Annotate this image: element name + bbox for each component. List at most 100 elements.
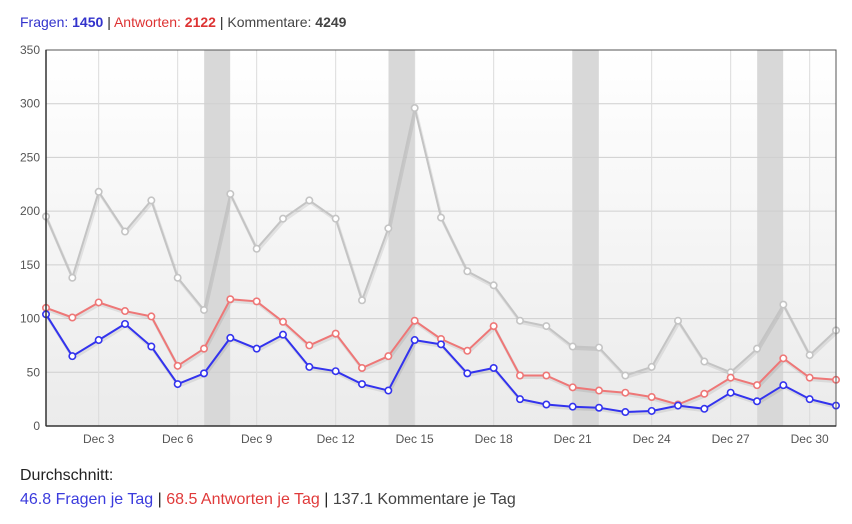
averages-separator: |: [324, 491, 329, 508]
y-tick-label: 50: [27, 365, 41, 379]
x-tick-label: Dec 24: [633, 432, 671, 446]
comments-data-point: [515, 316, 524, 325]
comments-data-point: [542, 322, 551, 331]
weekend-band: [572, 50, 599, 426]
answers-data-point: [200, 344, 209, 353]
answers-data-point: [357, 363, 366, 372]
totals-summary: Fragen: 1450 | Antworten: 2122 | Komment…: [20, 14, 346, 30]
comments-data-point: [252, 244, 261, 253]
questions-data-point: [594, 403, 603, 412]
answers-data-point: [647, 392, 656, 401]
comments-data-point: [305, 196, 314, 205]
comments-data-point: [94, 187, 103, 196]
x-tick-label: Dec 12: [317, 432, 355, 446]
answers-data-point: [94, 298, 103, 307]
questions-data-point: [779, 381, 788, 390]
answers-data-point: [752, 381, 761, 390]
questions-data-point: [410, 336, 419, 345]
answers-data-point: [542, 371, 551, 380]
questions-data-point: [489, 363, 498, 372]
weekend-band: [757, 50, 784, 426]
comments-data-point: [805, 351, 814, 360]
comments-data-point: [621, 371, 630, 380]
x-tick-label: Dec 3: [83, 432, 115, 446]
averages-title: Durchschnitt:: [20, 467, 114, 484]
questions-total-value: 1450: [72, 14, 104, 30]
x-tick-label: Dec 27: [712, 432, 750, 446]
y-tick-label: 350: [20, 43, 40, 57]
comments-data-point: [121, 227, 130, 236]
answers-data-point: [700, 389, 709, 398]
questions-data-point: [700, 404, 709, 413]
questions-data-point: [305, 362, 314, 371]
answers-data-point: [489, 322, 498, 331]
answers-data-point: [621, 388, 630, 397]
comments-data-point: [779, 300, 788, 309]
comments-data-point: [436, 213, 445, 222]
answers-total-label: Antworten:: [113, 14, 181, 30]
comments-data-point: [647, 362, 656, 371]
y-tick-label: 0: [33, 419, 40, 433]
answers-data-point: [305, 341, 314, 350]
questions-data-point: [121, 319, 130, 328]
x-tick-label: Dec 6: [162, 432, 194, 446]
y-tick-label: 100: [20, 312, 40, 326]
questions-data-point: [384, 386, 393, 395]
answers-data-point: [805, 373, 814, 382]
answers-data-point: [779, 354, 788, 363]
answers-data-point: [278, 317, 287, 326]
x-tick-label: Dec 18: [475, 432, 513, 446]
questions-data-point: [621, 408, 630, 417]
answers-data-point: [384, 352, 393, 361]
comments-data-point: [173, 273, 182, 282]
x-tick-label: Dec 30: [791, 432, 829, 446]
comments-total-value: 4249: [315, 14, 347, 30]
questions-data-point: [436, 340, 445, 349]
comments-data-point: [463, 267, 472, 276]
answers-data-point: [173, 361, 182, 370]
questions-data-point: [805, 395, 814, 404]
comments-data-point: [147, 196, 156, 205]
answers-data-point: [68, 313, 77, 322]
comments-data-point: [752, 344, 761, 353]
comments-data-point: [410, 104, 419, 113]
avg-answers-per-day: 68.5 Antworten je Tag: [166, 491, 320, 508]
questions-data-point: [726, 388, 735, 397]
answers-total-value: 2122: [184, 14, 216, 30]
comments-data-point: [226, 189, 235, 198]
questions-data-point: [252, 344, 261, 353]
comments-data-point: [200, 305, 209, 314]
questions-data-point: [673, 401, 682, 410]
questions-data-point: [647, 406, 656, 415]
answers-data-point: [463, 346, 472, 355]
questions-data-point: [542, 400, 551, 409]
answers-data-point: [331, 329, 340, 338]
averages-separator: |: [157, 491, 162, 508]
y-tick-label: 200: [20, 204, 40, 218]
comments-data-point: [331, 214, 340, 223]
summary-separator: |: [107, 14, 111, 30]
questions-data-point: [94, 336, 103, 345]
activity-line-chart: 0 50 100 150 200 250 300 350 Dec 3 Dec 6 Dec 9 Dec …: [20, 43, 840, 446]
questions-data-point: [568, 402, 577, 411]
y-tick-label: 250: [20, 150, 40, 164]
answers-data-point: [147, 312, 156, 321]
y-tick-label: 300: [20, 97, 40, 111]
answers-data-point: [252, 297, 261, 306]
answers-data-point: [226, 295, 235, 304]
comments-total-label: Kommentare:: [227, 14, 312, 30]
questions-data-point: [147, 342, 156, 351]
questions-data-point: [515, 395, 524, 404]
questions-data-point: [278, 330, 287, 339]
questions-total-label: Fragen:: [20, 14, 69, 30]
avg-questions-per-day: 46.8 Fragen je Tag: [20, 491, 154, 508]
answers-data-point: [410, 316, 419, 325]
weekend-band: [204, 50, 231, 426]
questions-data-point: [357, 380, 366, 389]
comments-data-point: [357, 296, 366, 305]
comments-data-point: [68, 273, 77, 282]
x-tick-label: Dec 15: [396, 432, 434, 446]
x-tick-label: Dec 21: [554, 432, 592, 446]
averages-line: 46.8 Fragen je Tag | 68.5 Antworten je T…: [20, 491, 516, 509]
answers-data-point: [568, 383, 577, 392]
